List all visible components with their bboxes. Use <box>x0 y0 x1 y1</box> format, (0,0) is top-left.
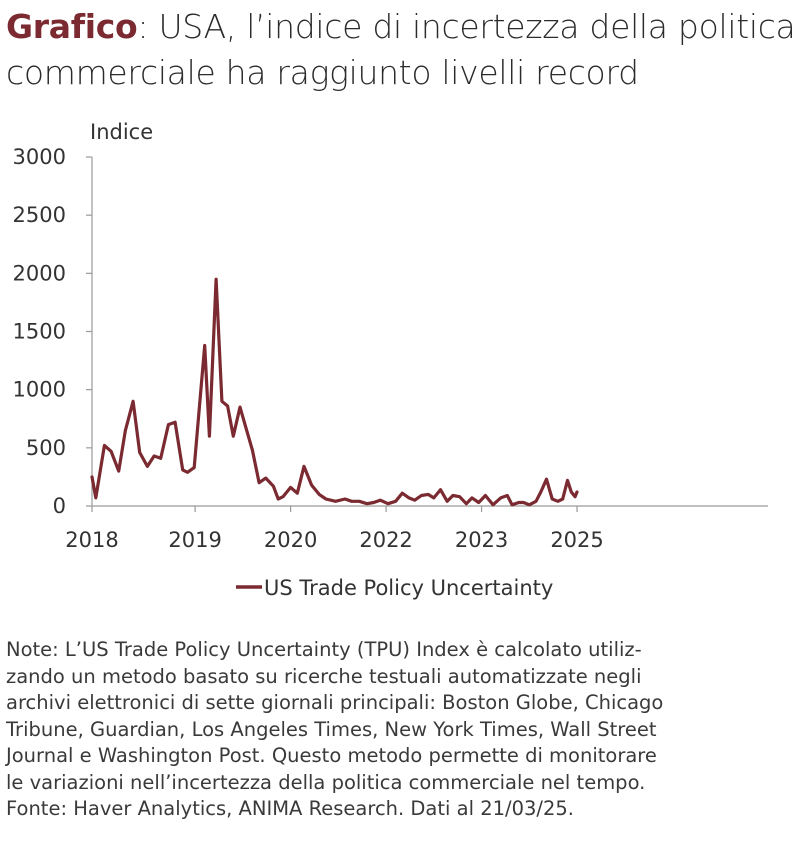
title-separator: : <box>137 7 149 46</box>
y-tick-label: 2000 <box>13 261 66 285</box>
x-tick-label: 2020 <box>264 528 317 552</box>
x-tick-label: 2018 <box>65 528 118 552</box>
note-line: Journal e Washington Post. Questo metodo… <box>6 744 657 767</box>
y-tick-label: 500 <box>26 436 66 460</box>
legend-label: US Trade Policy Uncertainty <box>264 576 553 600</box>
title-lead: Grafico <box>6 7 138 46</box>
note-line: Note: L’US Trade Policy Uncertainty (TPU… <box>6 638 642 661</box>
y-axis-label: Indice <box>90 120 153 144</box>
y-tick-label: 0 <box>53 494 66 518</box>
line-chart: Indice 0 500 1000 1500 2000 2500 3000 2018 2019 20… <box>13 120 768 600</box>
y-tick-label: 3000 <box>13 145 66 169</box>
title-text: USA, l’indice di incertezza della politi… <box>6 7 796 92</box>
note-line: Tribune, Guardian, Los Angeles Times, Ne… <box>6 717 657 741</box>
y-tick-label: 1500 <box>13 320 66 344</box>
series-line <box>90 277 579 507</box>
x-tick-label: 2023 <box>455 528 508 552</box>
note-line: le variazioni nell’incertezza della poli… <box>6 770 646 794</box>
chart-title: Grafico: USA, l’indice di incertezza del… <box>6 4 796 96</box>
y-tick-label: 1000 <box>13 378 66 402</box>
source-line: Fonte: Haver Analytics, ANIMA Research. … <box>6 797 574 820</box>
chart-notes: Note: L’US Trade Policy Uncertainty (TPU… <box>6 637 796 823</box>
y-tick-label: 2500 <box>13 203 66 227</box>
x-tick-label: 2025 <box>550 528 603 552</box>
x-tick-label: 2019 <box>168 528 221 552</box>
note-line: zando un metodo basato su ricerche testu… <box>6 664 642 688</box>
x-tick-label: 2022 <box>359 528 412 552</box>
note-line: archivi elettronici di sette giornali pr… <box>6 691 664 714</box>
